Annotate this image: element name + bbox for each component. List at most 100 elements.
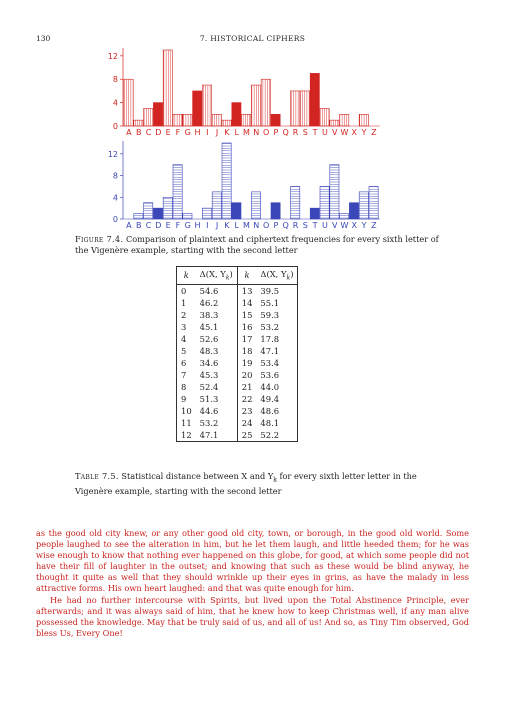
running-head: 7. HISTORICAL CIPHERS: [199, 34, 306, 43]
bar-A: [123, 78, 134, 127]
x-tick-label: Q: [283, 128, 289, 137]
x-tick-label: Y: [361, 221, 367, 230]
table-cell: 12: [181, 429, 192, 440]
bar-G: [182, 114, 193, 127]
y-tick-label: 0: [113, 215, 118, 224]
x-tick-label: E: [166, 221, 171, 230]
table-cell: 48.1: [260, 417, 280, 428]
x-tick-label: Y: [361, 128, 367, 137]
table-label: Table 7.5.: [75, 471, 119, 481]
x-tick-label: P: [273, 221, 278, 230]
bar-P: [270, 202, 281, 220]
table-row: 2 38.3 15 59.3: [177, 308, 298, 321]
table-cell: 39.5: [260, 285, 280, 296]
table-row: 5 48.3 18 47.1: [177, 344, 298, 357]
bar-T: [309, 73, 320, 127]
bar-V: [329, 119, 340, 127]
table-header-k2: k: [237, 266, 257, 285]
x-tick-label: O: [263, 128, 269, 137]
table-cell: 48.3: [195, 344, 238, 357]
table-cell: 16: [241, 321, 253, 332]
x-tick-label: W: [341, 128, 349, 137]
table-cell: 34.6: [195, 356, 238, 369]
table-cell: 53.2: [195, 416, 238, 429]
x-tick-label: M: [243, 221, 250, 230]
x-tick-label: K: [224, 128, 230, 137]
bar-X: [349, 202, 359, 220]
x-tick-label: V: [332, 221, 338, 230]
x-tick-label: X: [352, 221, 358, 230]
x-tick-label: H: [194, 128, 200, 137]
table-row: 3 45.1 16 53.2: [177, 320, 298, 333]
table-cell: 44.6: [195, 404, 238, 417]
y-tick-label: 4: [113, 99, 118, 108]
table-cell: 53.6: [260, 369, 280, 380]
bar-I: [202, 84, 212, 127]
table-cell: 5: [181, 345, 187, 356]
table-row: 1 46.2 14 55.1: [177, 296, 298, 309]
table-cell: 52.2: [260, 429, 280, 440]
table-cell: 49.4: [260, 393, 280, 404]
bar-W: [339, 114, 350, 127]
figure-caption: Figure 7.4. Comparison of plaintext and …: [75, 234, 440, 256]
table-row: 8 52.4 21 44.0: [177, 380, 298, 393]
table-header-delta1: Δ(X, Yk): [195, 266, 238, 285]
table-row: 12 47.1 25 52.2: [177, 428, 298, 442]
table-cell: 46.2: [195, 296, 238, 309]
y-tick-label: 12: [108, 150, 118, 159]
bar-N: [251, 191, 261, 220]
body-text: as the good old city knew, or any other …: [36, 528, 469, 639]
x-tick-label: A: [126, 128, 132, 137]
table-cell: 55.1: [260, 297, 280, 308]
y-tick-label: 8: [113, 75, 118, 84]
table-row: 0 54.6 13 39.5: [177, 284, 298, 297]
table-row: 4 52.6 17 17.8: [177, 332, 298, 345]
x-tick-label: R: [293, 221, 299, 230]
bar-U: [319, 186, 330, 220]
y-tick-label: 12: [108, 52, 118, 61]
bar-N: [251, 84, 261, 127]
x-tick-label: N: [253, 221, 259, 230]
bar-L: [231, 202, 242, 220]
x-tick-label: M: [243, 128, 250, 137]
table-cell: 7: [181, 369, 187, 380]
y-tick-label: 0: [113, 122, 118, 131]
table-header-delta2: Δ(X, Yk): [256, 266, 298, 285]
x-tick-label: B: [136, 128, 142, 137]
plaintext-frequency-chart: 0 4 8 12 A B C D E F G H I J K L M N O P Q R S T U V W X Y Z: [108, 48, 380, 137]
table-cell: 53.2: [260, 321, 280, 332]
x-tick-label: T: [312, 221, 318, 230]
x-tick-label: K: [224, 221, 230, 230]
x-tick-label: J: [215, 128, 218, 137]
x-tick-label: I: [206, 128, 208, 137]
x-tick-label: E: [166, 128, 171, 137]
x-tick-label: Z: [371, 128, 377, 137]
table-cell: 17: [241, 333, 253, 344]
bar-H: [192, 90, 203, 127]
table-cell: 11: [181, 417, 192, 428]
bar-C: [143, 202, 154, 220]
table-caption-text: Statistical distance between X and Yk fo…: [75, 471, 417, 496]
x-tick-label: R: [293, 128, 299, 137]
bar-K: [221, 119, 232, 127]
table-cell: 45.3: [195, 368, 238, 381]
x-tick-label: V: [332, 128, 338, 137]
x-tick-label: S: [303, 128, 308, 137]
x-tick-label: B: [136, 221, 142, 230]
statistical-distance-table: k Δ(X, Yk) k Δ(X, Yk) 0 54.6 13 39.5 1 46.2 14…: [176, 266, 299, 442]
y-tick-label: 8: [113, 172, 118, 181]
x-tick-label: Z: [371, 221, 377, 230]
bar-D: [153, 207, 163, 220]
x-tick-label: C: [146, 128, 152, 137]
x-tick-label: J: [215, 221, 218, 230]
table-header-row: k Δ(X, Yk) k Δ(X, Yk): [176, 266, 298, 285]
bar-J: [211, 191, 222, 220]
x-tick-label: U: [322, 221, 328, 230]
bar-Y: [358, 114, 369, 127]
table-cell: 14: [241, 297, 253, 308]
bar-R: [290, 90, 301, 127]
bar-R: [290, 186, 301, 220]
table-row: 7 45.3 20 53.6: [177, 368, 298, 381]
table-cell: 3: [181, 321, 187, 332]
x-tick-label: C: [146, 221, 152, 230]
